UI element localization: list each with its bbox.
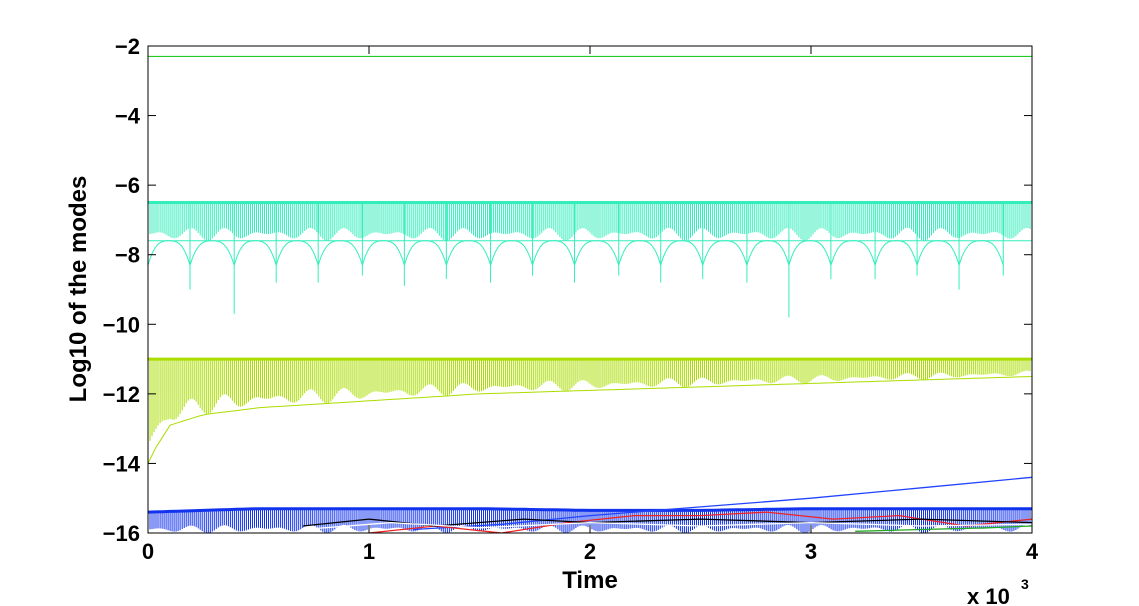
series-envelope-upper [148, 507, 1032, 514]
series-2 [148, 357, 1032, 464]
series-8 [855, 525, 1032, 532]
y-tick-label: −10 [103, 312, 140, 337]
series-envelope-lower [148, 376, 1032, 464]
ticks-layer: 0 1 2 3 4 −16 −14 −12 −10 −8 −6 −4 −2 [103, 34, 1039, 564]
series-4 [413, 476, 1032, 531]
x-tick-label: 3 [805, 539, 817, 564]
series-arch [958, 240, 1004, 266]
series-line [855, 525, 1032, 532]
series-1 [148, 201, 1032, 318]
series-band [148, 359, 1032, 446]
y-tick-label: −6 [115, 173, 140, 198]
y-tick-label: −4 [115, 104, 141, 129]
series-arch [445, 240, 492, 266]
series-arch [746, 240, 790, 266]
x-tick-label: 0 [142, 539, 154, 564]
series-layer [148, 55, 1032, 533]
series-7 [302, 521, 1032, 531]
x-tick-label: 4 [1026, 539, 1039, 564]
y-tick-label: −2 [115, 34, 140, 59]
series-band [148, 202, 1032, 241]
series-line [302, 521, 1032, 531]
series-arch [916, 240, 960, 266]
series-arch [490, 240, 533, 266]
series-arch [574, 240, 620, 266]
y-tick-label: −14 [103, 451, 141, 476]
series-arch [874, 240, 918, 266]
x-multiplier: x 10 [967, 584, 1010, 606]
x-multiplier-exponent: 3 [1021, 576, 1029, 592]
series-arch [317, 240, 363, 266]
series-arch [618, 240, 662, 266]
series-arch [702, 240, 748, 266]
y-tick-label: −12 [103, 382, 140, 407]
series-arch [532, 240, 575, 266]
series-arch [403, 240, 447, 266]
series-3 [148, 507, 1032, 533]
series-arch [660, 240, 704, 266]
series-arch [148, 240, 191, 266]
series-arch [275, 240, 319, 266]
x-axis-label: Time [562, 567, 618, 594]
series-arch [830, 240, 876, 266]
x-tick-label: 2 [584, 539, 596, 564]
series-arch [189, 240, 235, 266]
series-arch [788, 240, 832, 266]
series-line [413, 476, 1032, 531]
series-band [148, 508, 1032, 533]
series-arch [361, 240, 405, 266]
series-arch [233, 240, 277, 266]
y-tick-label: −16 [103, 521, 140, 546]
plot-area [148, 46, 1032, 533]
y-tick-label: −8 [115, 243, 140, 268]
x-tick-label: 1 [363, 539, 375, 564]
y-axis-label: Log10 of the modes [65, 176, 92, 403]
